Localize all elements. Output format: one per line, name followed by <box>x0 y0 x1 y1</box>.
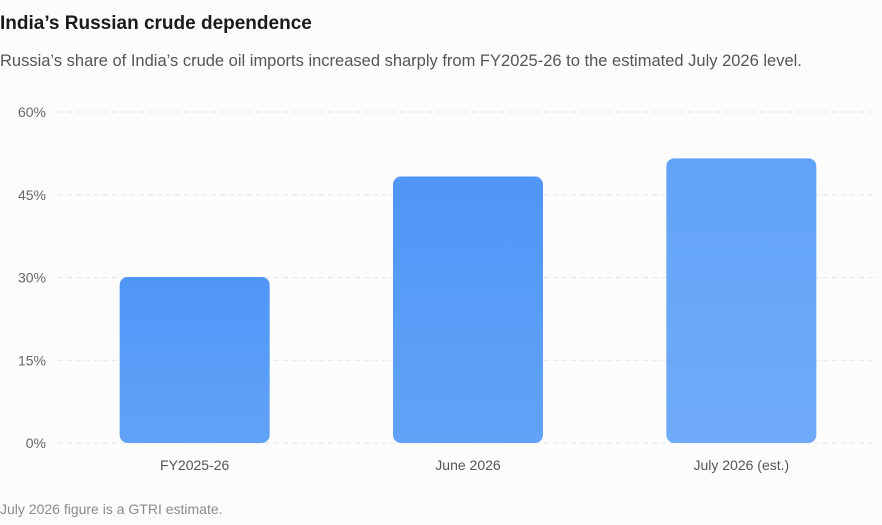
y-tick-label: 0% <box>26 435 46 451</box>
y-tick-label: 60% <box>18 104 46 120</box>
y-tick-label: 45% <box>18 187 46 203</box>
x-axis-ticks: FY2025-26 June 2026 July 2026 (est.) <box>160 457 789 473</box>
bars <box>119 158 817 444</box>
bar[interactable] <box>393 176 543 444</box>
x-tick-label: June 2026 <box>435 457 501 473</box>
chart-subtitle: Russia’s share of India’s crude oil impo… <box>0 52 802 70</box>
bar[interactable] <box>666 158 817 443</box>
y-axis-ticks: 0% 15% 30% 45% 60% <box>18 104 46 451</box>
chart-title: India’s Russian crude dependence <box>0 13 312 34</box>
bar[interactable] <box>119 276 270 443</box>
x-tick-label: July 2026 (est.) <box>693 457 789 473</box>
y-tick-label: 15% <box>18 352 46 368</box>
x-tick-label: FY2025-26 <box>160 457 229 473</box>
footnote: July 2026 figure is a GTRI estimate. <box>0 501 223 517</box>
y-tick-label: 30% <box>18 270 46 286</box>
